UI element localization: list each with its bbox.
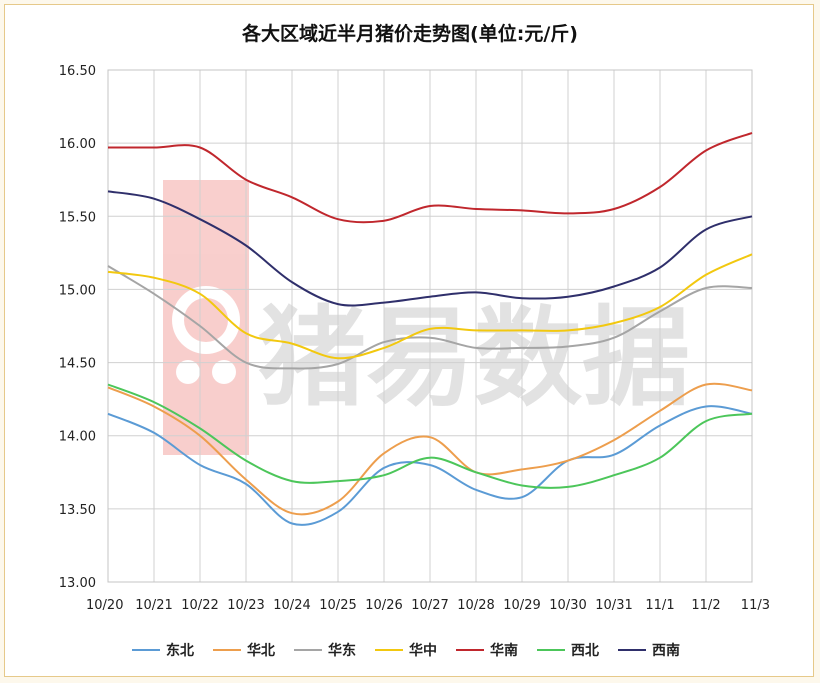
x-tick-label: 10/21 <box>135 598 172 613</box>
legend-label: 华东 <box>328 642 356 659</box>
x-tick-label: 10/23 <box>227 598 264 613</box>
series-line-1 <box>107 382 753 516</box>
legend-label: 华中 <box>409 642 437 659</box>
series-line-2 <box>107 265 753 370</box>
y-tick-label: 16.00 <box>59 137 96 152</box>
series-line-5 <box>107 383 753 489</box>
x-tick-label: 10/26 <box>365 598 402 613</box>
series-line-0 <box>107 405 753 526</box>
legend: 东北 华北 华东 华中 华南 西北 西南 <box>132 642 680 659</box>
y-tick-label: 14.00 <box>59 430 96 445</box>
y-tick-label: 13.00 <box>59 576 96 591</box>
legend-label: 华北 <box>247 642 275 659</box>
axes: 16.50 16.00 15.50 15.00 14.50 14.00 13.50 13.00… <box>59 64 770 613</box>
legend-label: 华南 <box>490 642 518 659</box>
series-line-4 <box>108 131 753 224</box>
x-tick-label: 11/1 <box>645 598 674 613</box>
y-tick-label: 16.50 <box>59 64 96 79</box>
series-line-6 <box>107 190 753 307</box>
series-line-3 <box>107 253 753 360</box>
x-tick-label: 10/28 <box>457 598 494 613</box>
plot-area-border <box>107 69 753 583</box>
x-tick-label: 11/3 <box>741 598 770 613</box>
x-tick-label: 10/22 <box>181 598 218 613</box>
x-tick-label: 10/31 <box>595 598 632 613</box>
y-tick-label: 14.50 <box>59 357 96 372</box>
y-tick-label: 15.50 <box>59 210 96 225</box>
chart-title: 各大区域近半月猪价走势图(单位:元/斤) <box>241 22 578 45</box>
series-lines <box>107 131 753 526</box>
x-tick-label: 10/25 <box>319 598 356 613</box>
x-tick-label: 10/29 <box>503 598 540 613</box>
legend-label: 西北 <box>571 643 599 659</box>
watermark-text: 猪易数据 <box>258 296 690 421</box>
x-tick-label: 10/27 <box>411 598 448 613</box>
y-tick-label: 13.50 <box>59 503 96 518</box>
x-tick-label: 10/30 <box>549 598 586 613</box>
chart-frame <box>4 4 814 677</box>
y-tick-label: 15.00 <box>59 283 96 298</box>
legend-label: 东北 <box>166 642 194 659</box>
x-tick-label: 11/2 <box>691 598 720 613</box>
x-tick-label: 10/20 <box>86 598 123 613</box>
watermark-logo <box>163 180 249 455</box>
legend-label: 西南 <box>652 642 680 659</box>
x-tick-label: 10/24 <box>273 598 310 613</box>
